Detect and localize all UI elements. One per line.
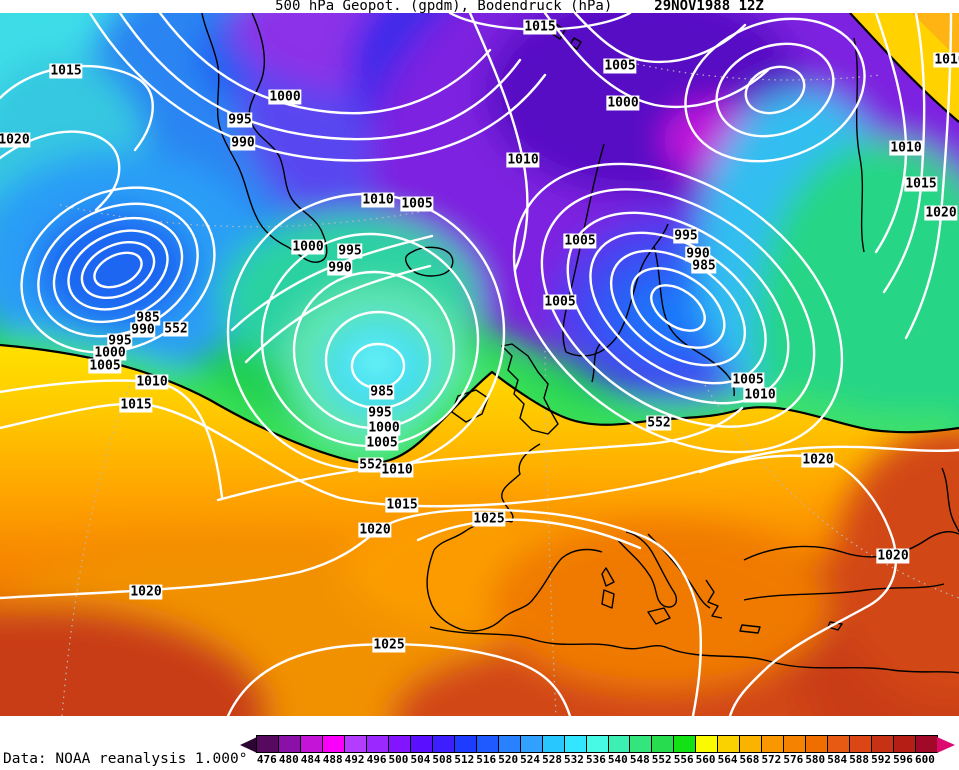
colorbar-segment xyxy=(520,736,543,752)
colorbar-tick: 600 xyxy=(914,753,935,766)
colorbar-tick: 588 xyxy=(849,753,870,766)
colorbar-tick: 528 xyxy=(542,753,562,766)
colorbar-segment xyxy=(498,736,521,752)
colorbar-tick-labels: 476 480 484 488 492 496 500 504 508 512 516 520 524 5… xyxy=(257,753,957,767)
colorbar-tick: 508 xyxy=(432,753,453,766)
colorbar-tick: 512 xyxy=(454,753,475,766)
colorbar-tick: 500 xyxy=(388,753,409,766)
colorbar-segment xyxy=(630,736,653,752)
colorbar-tick: 524 xyxy=(520,753,541,766)
colorbar-tick: 596 xyxy=(893,753,913,766)
colorbar-tick: 488 xyxy=(322,753,343,766)
colorbar-segment xyxy=(674,736,697,752)
colorbar-segment xyxy=(432,736,455,752)
colorbar: 476 480 484 488 492 496 500 504 508 512 516 520 524 5… xyxy=(240,735,959,770)
colorbar-segment xyxy=(762,736,785,752)
warm-field-blobs xyxy=(0,425,959,716)
colorbar-tick: 576 xyxy=(783,753,804,766)
colorbar-segment xyxy=(344,736,367,752)
warm-wedge-northeast xyxy=(850,13,959,122)
colorbar-tick: 548 xyxy=(629,753,650,766)
colorbar-segment xyxy=(278,736,301,752)
colorbar-segment xyxy=(322,736,345,752)
colorbar-tick: 516 xyxy=(476,753,497,766)
colorbar-segment xyxy=(608,736,631,752)
colorbar-tick: 556 xyxy=(673,753,694,766)
colorbar-segment xyxy=(740,736,763,752)
colorbar-segment xyxy=(916,736,938,752)
colorbar-tick: 540 xyxy=(607,753,628,766)
colorbar-segment xyxy=(300,736,323,752)
map-canvas: 1015 1020 1000 995 990 1010 1005 1000 995 990 1015… xyxy=(0,13,959,716)
cold-field-blobs xyxy=(0,13,959,520)
graticule xyxy=(59,59,959,716)
colorbar-right-arrow xyxy=(937,737,955,753)
colorbar-tick: 480 xyxy=(278,753,299,766)
colorbar-segment xyxy=(696,736,719,752)
colorbar-segment xyxy=(257,736,279,752)
colorbar-segment xyxy=(454,736,477,752)
geopotential-field xyxy=(0,13,959,716)
colorbar-tick: 504 xyxy=(410,753,431,766)
colorbar-tick: 568 xyxy=(739,753,760,766)
colorbar-segments xyxy=(256,735,938,753)
colorbar-segment xyxy=(410,736,433,752)
colorbar-segment xyxy=(806,736,829,752)
colorbar-segment xyxy=(894,736,917,752)
colorbar-tick: 476 xyxy=(256,753,277,766)
colorbar-tick: 552 xyxy=(651,753,672,766)
map-title: 500 hPa Geopot. (gpdm), Bodendruck (hPa) xyxy=(275,0,613,14)
titlebar: 500 hPa Geopot. (gpdm), Bodendruck (hPa)… xyxy=(40,0,959,13)
colorbar-left-arrow xyxy=(240,737,257,753)
colorbar-tick: 532 xyxy=(564,753,584,766)
credits: Data: NOAA reanalysis 1.000° (C) Wetterz… xyxy=(3,717,247,770)
colorbar-tick: 492 xyxy=(344,753,365,766)
geopotential-552-line xyxy=(0,13,959,465)
colorbar-segment xyxy=(718,736,741,752)
colorbar-tick: 572 xyxy=(761,753,782,766)
colorbar-segment xyxy=(872,736,895,752)
colorbar-tick: 584 xyxy=(827,753,848,766)
colorbar-tick: 536 xyxy=(585,753,606,766)
colorbar-segment xyxy=(828,736,851,752)
colorbar-segment xyxy=(586,736,609,752)
colorbar-tick: 496 xyxy=(366,753,387,766)
map-datetime: 29NOV1988 12Z xyxy=(654,0,764,14)
data-source-line: Data: NOAA reanalysis 1.000° xyxy=(3,751,248,767)
colorbar-segment xyxy=(652,736,675,752)
footer: Data: NOAA reanalysis 1.000° (C) Wetterz… xyxy=(0,716,959,770)
colorbar-segment xyxy=(476,736,499,752)
colorbar-segment xyxy=(850,736,873,752)
colorbar-tick: 520 xyxy=(498,753,519,766)
colorbar-tick: 580 xyxy=(805,753,826,766)
colorbar-segment xyxy=(542,736,565,752)
colorbar-tick: 484 xyxy=(300,753,321,766)
colorbar-tick: 592 xyxy=(871,753,891,766)
colorbar-segment xyxy=(388,736,411,752)
colorbar-tick: 560 xyxy=(695,753,716,766)
colorbar-segment xyxy=(564,736,587,752)
colorbar-segment xyxy=(784,736,807,752)
colorbar-segment xyxy=(366,736,389,752)
colorbar-tick: 564 xyxy=(717,753,738,766)
